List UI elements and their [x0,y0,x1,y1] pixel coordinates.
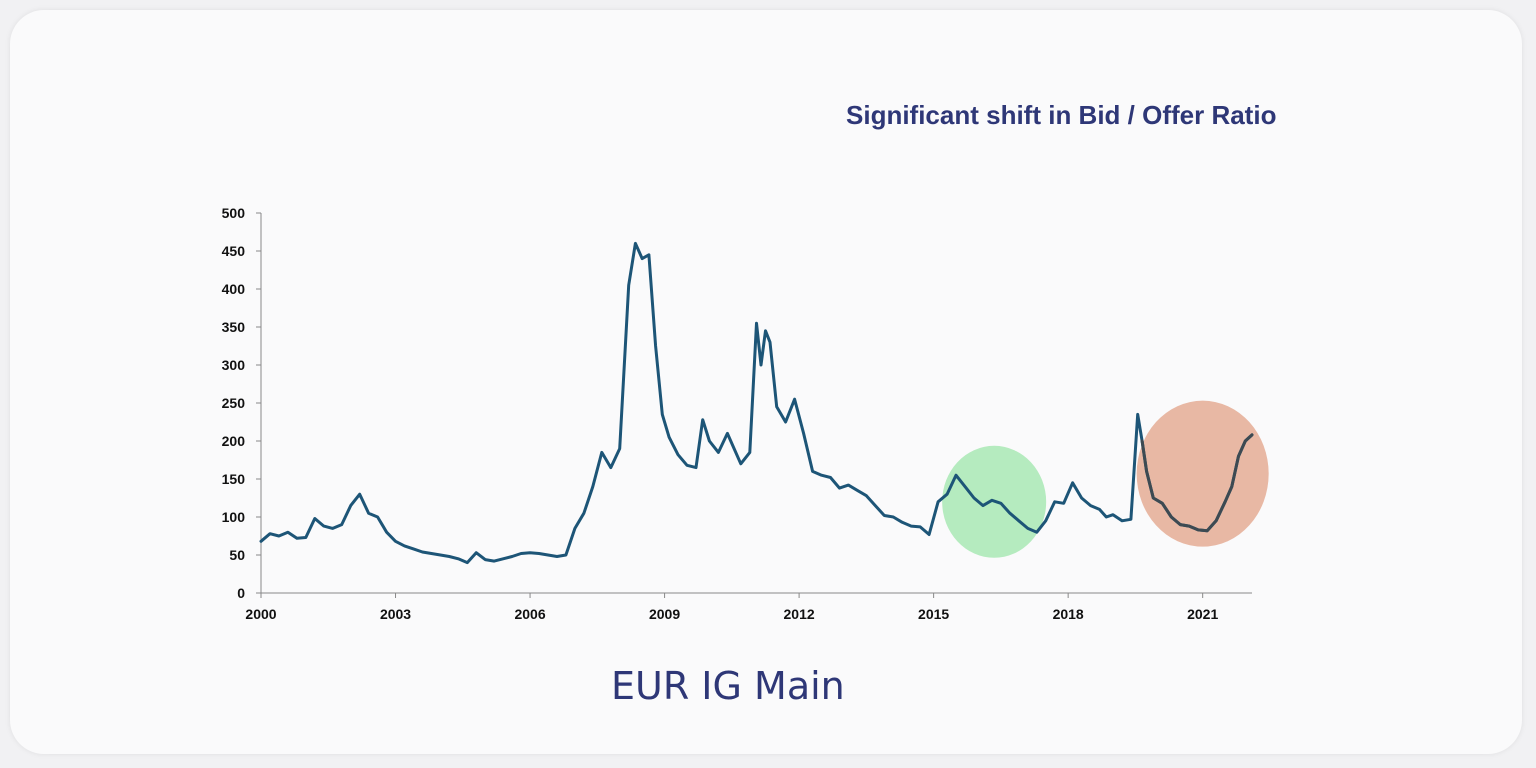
y-tick-label: 200 [222,433,246,449]
y-tick-label: 250 [222,395,246,411]
y-tick-label: 350 [222,319,246,335]
chart-caption: EUR IG Main [611,664,845,708]
x-tick-label: 2012 [784,606,815,622]
y-tick-label: 150 [222,471,246,487]
y-tick-label: 400 [222,281,246,297]
y-tick-label: 500 [222,205,246,221]
x-tick-label: 2006 [514,606,545,622]
y-tick-label: 0 [237,585,245,601]
series-line-highlighted-segment [1140,433,1254,533]
x-tick-label: 2000 [245,606,276,622]
orange-circle [1136,400,1269,547]
y-tick-label: 300 [222,357,246,373]
y-tick-label: 450 [222,243,246,259]
chart-card [10,10,1522,754]
series-layer [259,241,1254,565]
x-tick-label: 2009 [649,606,680,622]
y-tick-label: 100 [222,509,246,525]
annotation-text: Significant shift in Bid / Offer Ratio [846,100,1277,130]
x-tick-label: 2021 [1187,606,1218,622]
series-line [259,241,1254,565]
x-tick-label: 2018 [1053,606,1084,622]
x-tick-label: 2015 [918,606,949,622]
y-tick-label: 50 [229,547,245,563]
highlight-layer [942,400,1269,558]
x-tick-label: 2003 [380,606,411,622]
axes: 0 50 100 150 200 250 300 350 400 450 500 2000 2003 20… [222,205,1252,622]
